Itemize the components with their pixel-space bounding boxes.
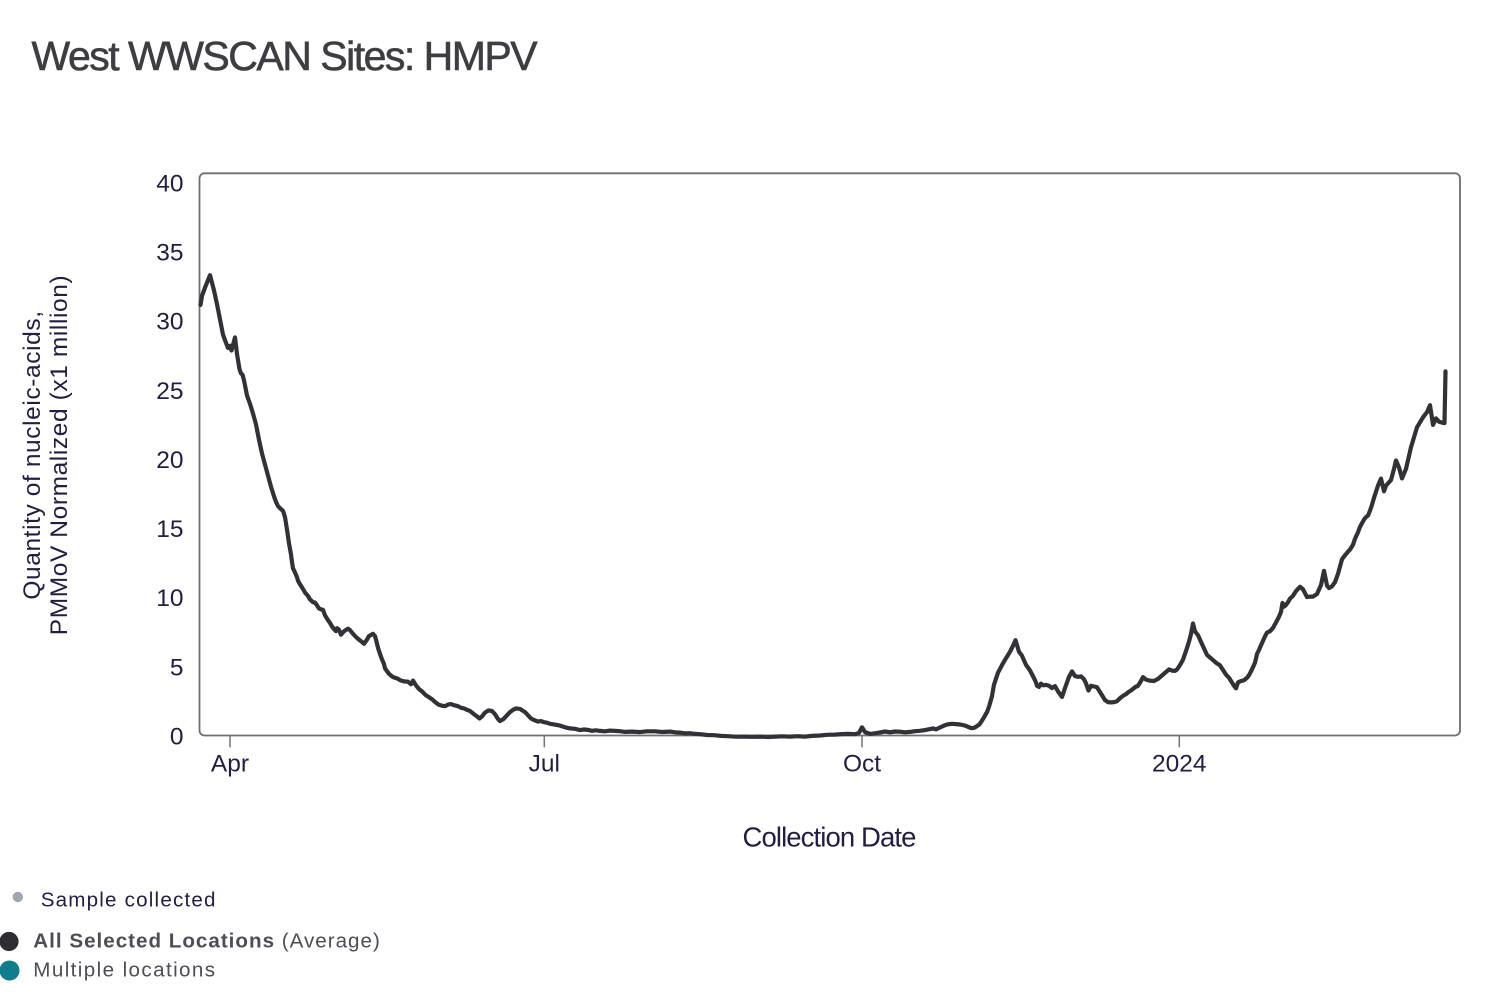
svg-text:20: 20 [156,447,183,474]
svg-text:5: 5 [170,654,184,681]
svg-text:Jul: Jul [529,750,560,777]
svg-text:Apr: Apr [211,750,249,777]
svg-text:Collection Date: Collection Date [743,821,917,852]
svg-text:40: 40 [156,171,183,198]
svg-text:0: 0 [170,724,184,751]
svg-text:Quantity of nucleic-acids,: Quantity of nucleic-acids, [19,310,46,599]
svg-text:10: 10 [156,585,183,612]
svg-text:Multiple locations: Multiple locations [33,959,216,982]
svg-text:35: 35 [156,240,183,267]
svg-text:PMMoV Normalized (x1 million): PMMoV Normalized (x1 million) [46,275,73,635]
svg-text:Sample collected: Sample collected [41,889,217,912]
svg-text:15: 15 [156,516,183,543]
svg-text:30: 30 [156,309,183,336]
svg-text:25: 25 [156,378,183,405]
svg-text:All Selected Locations (Averag: All Selected Locations (Average) [33,929,381,952]
svg-text:Oct: Oct [843,750,881,777]
svg-text:2024: 2024 [1152,750,1207,777]
svg-text:West WWSCAN Sites: HMPV: West WWSCAN Sites: HMPV [32,33,539,79]
